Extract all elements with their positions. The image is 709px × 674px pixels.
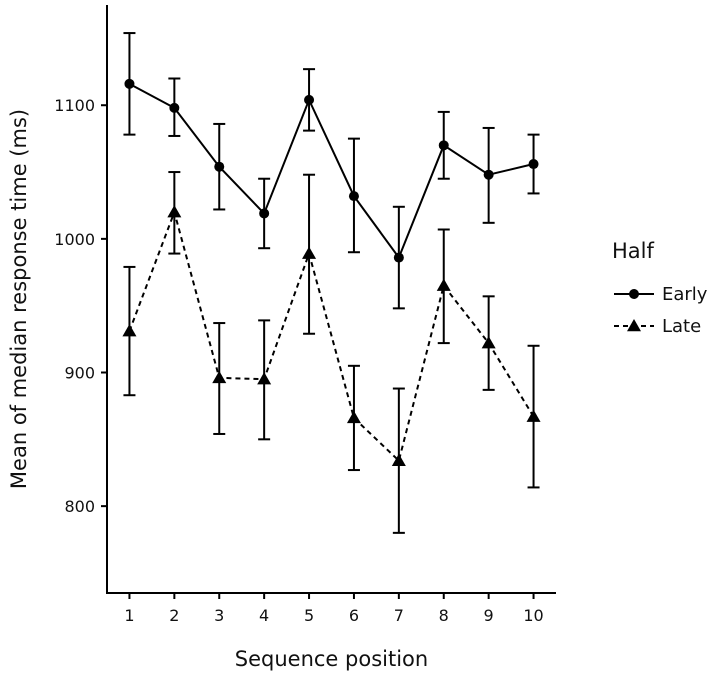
x-tick-label: 4 bbox=[259, 606, 269, 625]
y-tick-label: 800 bbox=[64, 497, 95, 516]
y-axis-title: Mean of median response time (ms) bbox=[7, 109, 31, 489]
y-tick-label: 1000 bbox=[54, 230, 95, 249]
series-late bbox=[122, 171, 541, 534]
x-tick-label: 7 bbox=[394, 606, 404, 625]
data-point bbox=[393, 252, 404, 263]
data-point bbox=[346, 410, 361, 424]
x-tick-label: 10 bbox=[523, 606, 543, 625]
data-point bbox=[169, 102, 180, 113]
x-tick-label: 3 bbox=[214, 606, 224, 625]
x-tick-label: 9 bbox=[484, 606, 494, 625]
data-point bbox=[391, 453, 406, 466]
data-point bbox=[124, 78, 135, 89]
legend-item-late: Late bbox=[614, 316, 701, 337]
data-point bbox=[483, 169, 494, 180]
data-point bbox=[214, 161, 225, 172]
legend-label: Late bbox=[662, 316, 701, 337]
x-tick-label: 8 bbox=[439, 606, 449, 625]
legend-marker bbox=[629, 289, 639, 299]
y-tick-label: 1100 bbox=[54, 96, 95, 115]
legend-title: Half bbox=[612, 239, 654, 263]
series-line bbox=[128, 208, 535, 463]
x-tick-label: 6 bbox=[349, 606, 359, 625]
data-point bbox=[257, 372, 272, 385]
x-tick-label: 2 bbox=[169, 606, 179, 625]
legend-marker bbox=[627, 319, 641, 332]
data-point bbox=[302, 246, 317, 259]
series bbox=[122, 32, 541, 534]
series-line bbox=[128, 82, 534, 260]
data-point bbox=[122, 324, 137, 337]
axis-ticks: 800 900 1000 1100 1 2 3 4 5 6 7 8 9 10 bbox=[54, 96, 543, 625]
data-point bbox=[438, 140, 449, 151]
x-tick-label: 1 bbox=[124, 606, 134, 625]
legend: Half Early Late bbox=[612, 239, 708, 337]
data-point bbox=[212, 370, 227, 384]
data-point bbox=[528, 159, 539, 170]
x-tick-label: 5 bbox=[304, 606, 314, 625]
data-point bbox=[304, 94, 315, 105]
data-point bbox=[167, 205, 182, 218]
legend-label: Early bbox=[662, 284, 708, 305]
y-tick-label: 900 bbox=[64, 364, 95, 383]
data-point bbox=[481, 336, 496, 349]
data-point bbox=[259, 208, 270, 219]
data-point bbox=[526, 409, 541, 422]
series-early bbox=[123, 32, 540, 310]
data-point bbox=[348, 191, 359, 202]
legend-item-early: Early bbox=[614, 284, 708, 305]
axes bbox=[106, 5, 556, 594]
x-axis-title: Sequence position bbox=[235, 647, 428, 671]
data-point bbox=[436, 278, 451, 291]
